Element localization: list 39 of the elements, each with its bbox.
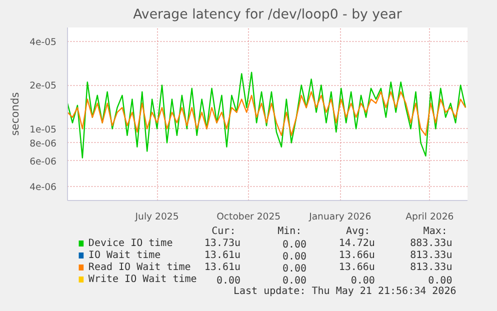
x-tick-label: January 2026	[308, 212, 372, 222]
text: 0.00	[282, 252, 307, 262]
text: 0.00	[428, 276, 452, 286]
y-axis-title: seconds	[8, 92, 22, 136]
legend-label: IO Wait time	[88, 250, 161, 261]
text: 13.61u	[204, 262, 241, 273]
y-tick-label: 4e-05	[30, 37, 57, 48]
y-tick-label: 1e-05	[30, 124, 57, 136]
text: 0.00	[216, 276, 241, 286]
text: 13.73u	[204, 238, 241, 249]
text: Max:	[423, 226, 448, 237]
y-tick-label: 8e-06	[30, 138, 57, 150]
y-tick-label: 4e-06	[30, 182, 57, 193]
text: 13.61u	[204, 250, 241, 261]
y-tick-label: 6e-06	[30, 156, 57, 168]
line-series	[68, 91, 466, 136]
text: 813.33u	[410, 262, 452, 273]
legend-label: Read IO Wait time	[88, 262, 191, 273]
x-tick-label: April 2026	[406, 212, 454, 222]
text: 0.00	[282, 264, 307, 274]
legend-label: Device IO time	[88, 238, 173, 249]
text: 0.00	[350, 276, 375, 286]
legend-label: Write IO Wait time	[88, 274, 197, 285]
text: 813.33u	[410, 250, 452, 261]
y-tick-label: 2e-05	[30, 80, 57, 92]
text: 13.66u	[338, 262, 375, 273]
text: 883.33u	[410, 238, 452, 249]
text: 0.00	[282, 276, 307, 286]
x-tick-label: October 2025	[216, 212, 281, 222]
text: Min:	[278, 226, 302, 237]
text: 13.66u	[338, 250, 375, 261]
chart-title: Average latency for /dev/loop0 - by year	[133, 8, 402, 22]
text: 14.72u	[338, 238, 375, 249]
x-tick-label: July 2025	[134, 212, 179, 222]
text: Avg:	[346, 226, 370, 237]
text: 0.00	[282, 240, 307, 250]
line-series	[68, 72, 466, 158]
text: Last update: Thu May 21 21:56:34 2026	[233, 286, 456, 297]
text: Cur:	[212, 226, 236, 237]
